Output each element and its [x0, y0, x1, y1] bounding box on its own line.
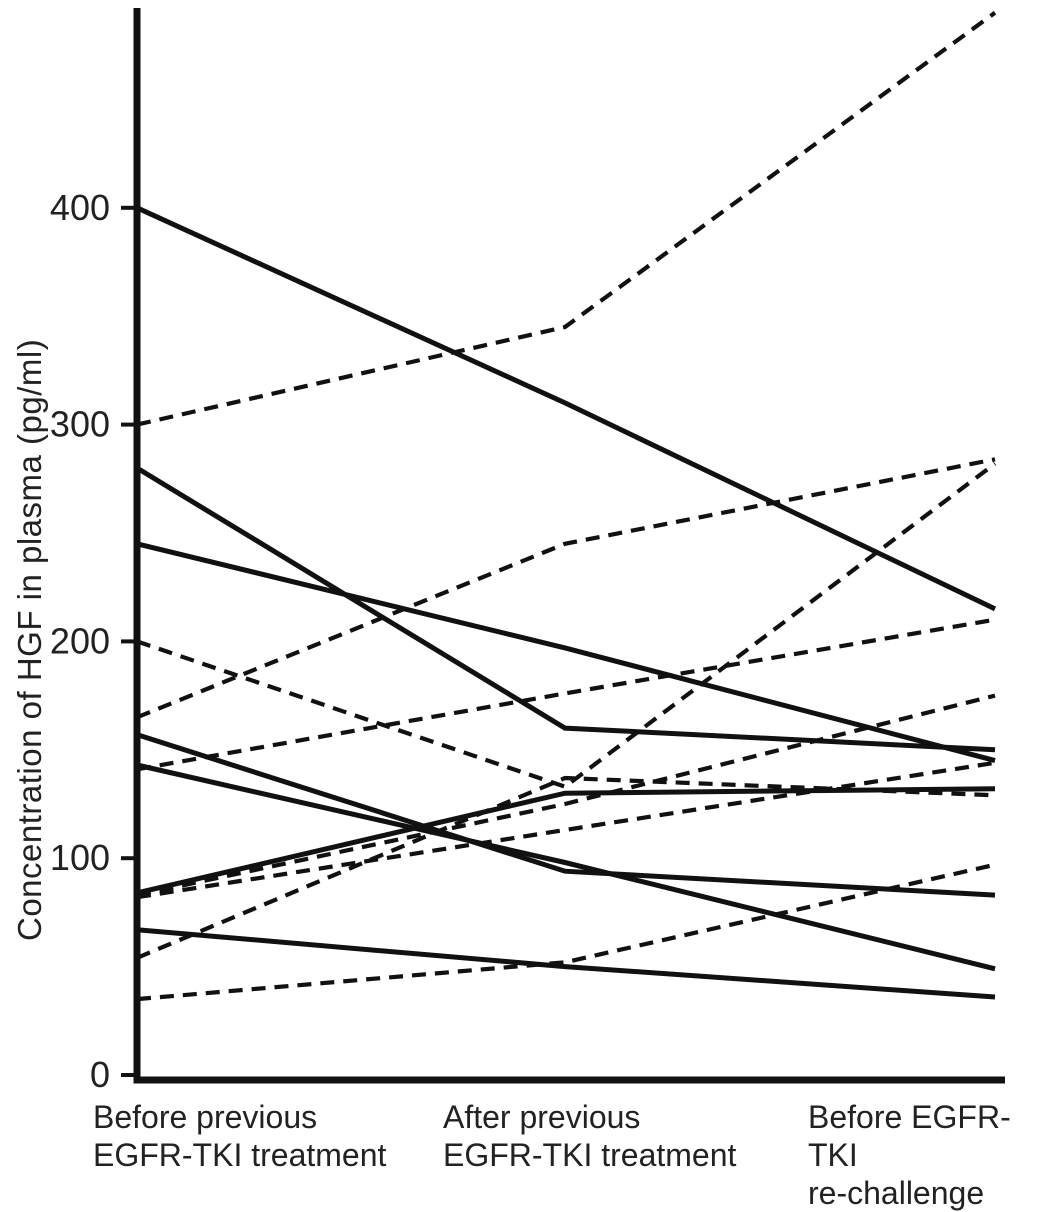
- y-tick-label: 400: [50, 187, 110, 228]
- y-tick-label: 300: [50, 404, 110, 445]
- series-line-dashed-9: [136, 457, 996, 720]
- series-line-solid-2: [136, 541, 996, 764]
- y-tick-label: 100: [50, 837, 110, 878]
- series-line-solid-1: [135, 465, 996, 753]
- series-line-dashed-8: [136, 461, 997, 790]
- y-tick-label: 0: [90, 1054, 110, 1095]
- series-line-dashed-13: [136, 775, 996, 960]
- series-line-dashed-11: [136, 693, 996, 898]
- series-line-solid-3: [136, 732, 996, 898]
- series-line-dashed-7: [136, 11, 997, 427]
- series-line-solid-5: [136, 786, 996, 896]
- y-tick-label: 200: [50, 620, 110, 661]
- series-line-solid-4: [136, 762, 996, 972]
- plot-area: 0 100 200 300 400: [50, 8, 1005, 1095]
- series-line-dashed-14: [136, 862, 996, 1002]
- x-category-label-rechallenge: Before EGFR-TKI re-challenge: [808, 1099, 1011, 1211]
- x-category-label-after-previous: After previous EGFR-TKI treatment: [443, 1099, 737, 1173]
- x-category-label-before-previous: Before previous EGFR-TKI treatment: [93, 1099, 387, 1173]
- series-line-solid-0: [135, 205, 997, 612]
- series-line-solid-6: [136, 927, 996, 1000]
- series-line-dashed-12: [136, 760, 996, 900]
- hgf-line-chart: 0 100 200 300 400 Concentration of HGF in pl…: [11, 8, 1011, 1211]
- y-axis-title: Concentration of HGF in plasma (pg/ml): [11, 338, 48, 942]
- series-line-dashed-10: [136, 617, 996, 772]
